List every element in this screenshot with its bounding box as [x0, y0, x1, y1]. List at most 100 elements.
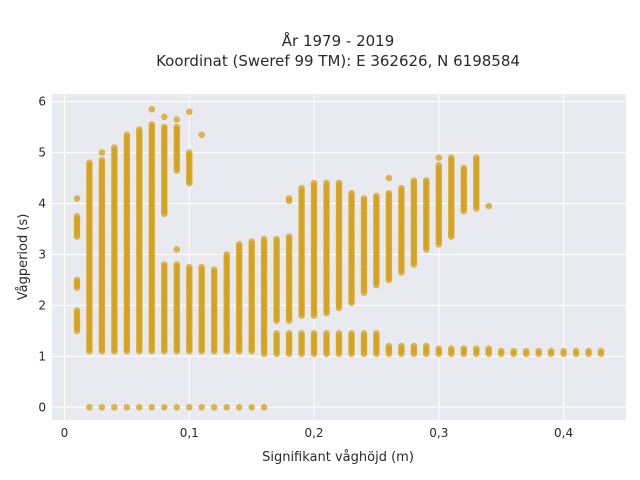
data-point — [398, 184, 405, 192]
data-point — [161, 404, 168, 411]
data-point — [173, 123, 181, 131]
x-tick-label: 0,1 — [180, 426, 199, 440]
data-point — [385, 174, 393, 182]
data-point — [73, 213, 81, 220]
data-point — [448, 154, 455, 161]
data-point — [173, 116, 181, 123]
y-tick-label: 2 — [38, 298, 46, 312]
data-point — [136, 126, 143, 133]
y-tick-label: 1 — [38, 349, 46, 363]
data-point — [585, 347, 592, 355]
data-point — [260, 404, 268, 411]
data-point — [186, 404, 193, 411]
data-point — [73, 195, 81, 202]
data-point — [473, 154, 480, 161]
y-axis-label: Vågperiod (s) — [16, 214, 31, 301]
data-point — [360, 330, 368, 337]
data-point — [423, 342, 430, 350]
data-point — [485, 202, 493, 210]
data-point — [161, 113, 168, 121]
data-point — [360, 195, 368, 202]
data-point — [223, 251, 230, 258]
data-point — [98, 156, 106, 164]
data-point — [285, 330, 293, 337]
data-point — [335, 179, 343, 187]
data-point — [348, 190, 355, 197]
data-point — [173, 246, 181, 253]
tick-labels: 0 0,1 0,2 0,3 0,4 0 1 2 3 4 5 6 — [38, 95, 573, 440]
data-point — [373, 192, 380, 200]
data-point — [473, 345, 480, 353]
data-point — [435, 345, 443, 353]
data-point — [310, 179, 318, 187]
data-point — [186, 263, 193, 271]
data-point — [572, 347, 580, 355]
data-point — [123, 131, 131, 139]
data-point — [373, 330, 380, 337]
data-point — [323, 330, 330, 337]
x-tick-label: 0,3 — [429, 426, 448, 440]
x-tick-label: 0,4 — [554, 426, 573, 440]
data-point — [547, 347, 555, 355]
data-point — [522, 347, 530, 355]
data-point — [310, 330, 318, 337]
data-point — [148, 121, 156, 128]
data-point — [597, 347, 605, 355]
x-tick-label: 0,2 — [304, 426, 323, 440]
data-point — [210, 266, 218, 274]
chart-title-line-2: Koordinat (Sweref 99 TM): E 362626, N 61… — [156, 52, 520, 70]
data-point — [210, 404, 218, 411]
data-point — [335, 330, 343, 337]
data-point — [86, 159, 93, 167]
data-point — [260, 235, 268, 243]
data-point — [385, 342, 393, 350]
data-point — [560, 347, 567, 355]
x-axis-label: Signifikant våghöjd (m) — [262, 450, 414, 465]
data-point — [423, 177, 430, 184]
data-point — [448, 345, 455, 353]
data-point — [385, 190, 393, 197]
data-point — [136, 404, 143, 411]
data-point — [410, 342, 418, 350]
y-tick-label: 4 — [38, 197, 46, 211]
data-point — [460, 345, 468, 353]
data-point — [148, 404, 156, 411]
data-point — [435, 154, 443, 161]
data-point — [348, 330, 355, 337]
data-point — [198, 404, 205, 411]
data-point — [273, 235, 280, 243]
data-point — [285, 233, 293, 240]
data-point — [198, 131, 205, 139]
data-point — [535, 347, 542, 355]
data-point — [485, 345, 493, 353]
data-point — [161, 261, 168, 268]
data-point — [235, 404, 243, 411]
data-point — [161, 123, 168, 131]
y-tick-label: 0 — [38, 400, 46, 414]
data-point — [398, 342, 405, 350]
y-tick-label: 5 — [38, 146, 46, 160]
data-point — [223, 404, 230, 411]
data-point — [273, 330, 280, 337]
data-point — [186, 149, 193, 156]
data-point — [123, 404, 131, 411]
data-point — [460, 164, 468, 172]
data-point — [248, 404, 255, 411]
data-point — [435, 162, 443, 169]
data-point — [98, 149, 106, 156]
x-tick-label: 0 — [61, 426, 69, 440]
data-points — [73, 106, 605, 411]
data-point — [111, 144, 118, 151]
data-point — [198, 263, 205, 271]
data-point — [410, 177, 418, 184]
data-point — [86, 404, 93, 411]
data-point — [173, 261, 181, 268]
data-point — [173, 404, 181, 411]
y-tick-label: 6 — [38, 95, 46, 109]
data-point — [510, 347, 517, 355]
data-point — [111, 404, 118, 411]
chart-title-line-1: År 1979 - 2019 — [282, 31, 395, 50]
data-point — [298, 184, 305, 192]
data-point — [497, 347, 505, 355]
